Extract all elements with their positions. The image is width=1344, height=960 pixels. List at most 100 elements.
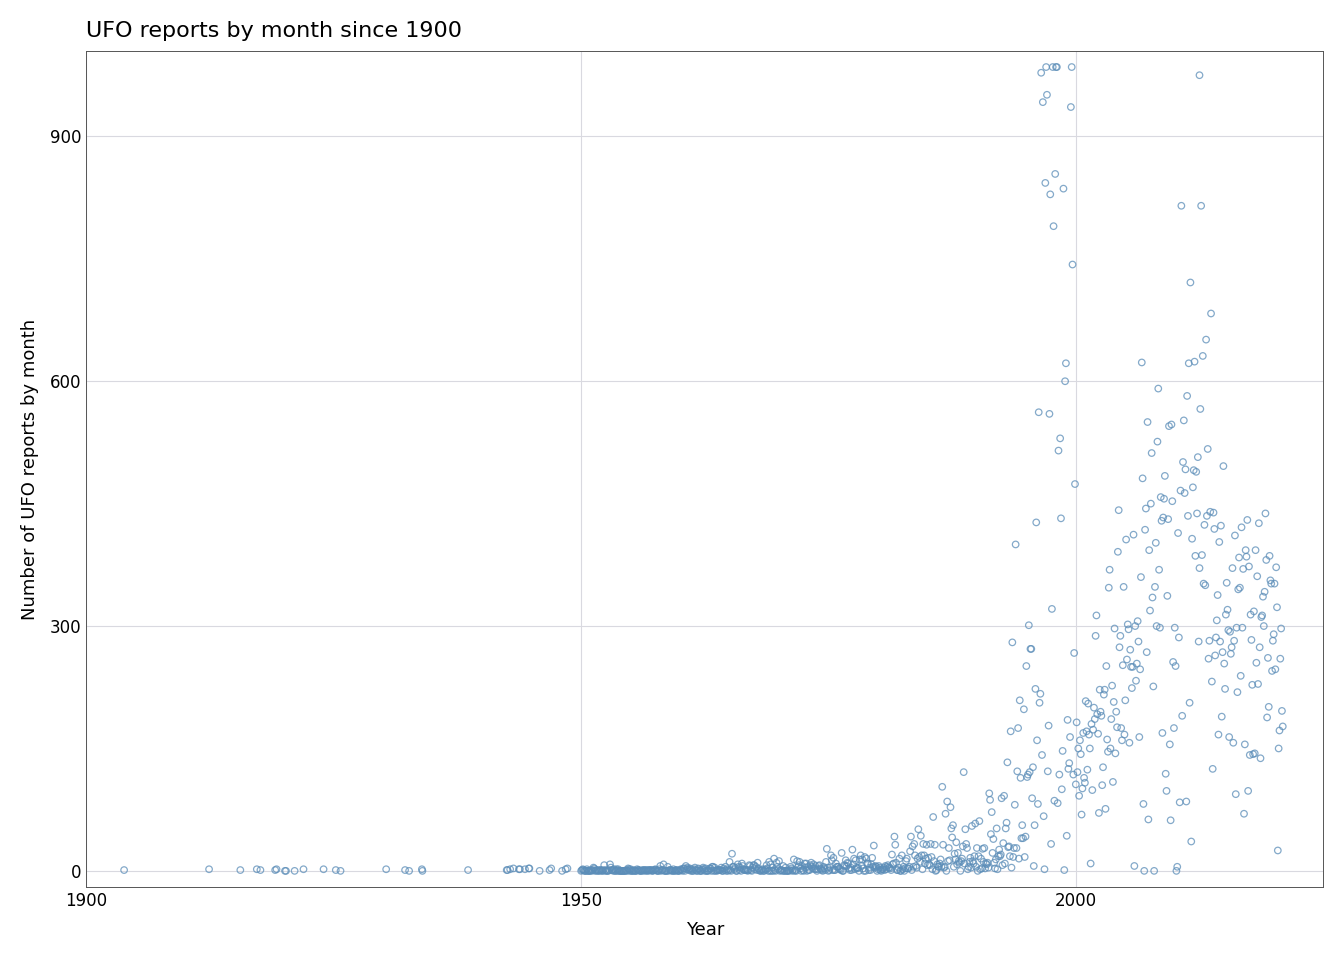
Point	[610, 863, 632, 878]
Point	[925, 837, 946, 852]
Point	[634, 863, 656, 878]
Point	[617, 861, 638, 876]
Point	[880, 862, 902, 877]
Point	[934, 859, 956, 875]
Point	[595, 862, 617, 877]
Point	[952, 851, 973, 866]
Point	[778, 863, 800, 878]
Point	[969, 813, 991, 828]
Point	[976, 856, 997, 872]
Point	[1235, 542, 1257, 558]
Point	[1110, 628, 1132, 643]
Point	[1078, 696, 1099, 711]
Point	[1101, 678, 1122, 693]
Point	[325, 862, 347, 877]
Point	[578, 863, 599, 878]
Point	[1204, 648, 1226, 663]
Point	[1188, 67, 1210, 83]
Point	[864, 860, 886, 876]
Point	[882, 856, 903, 872]
Point	[1168, 525, 1189, 540]
Point	[992, 857, 1013, 873]
Point	[1246, 568, 1267, 584]
Point	[942, 818, 964, 833]
Point	[902, 839, 923, 854]
Point	[734, 862, 755, 877]
Point	[1083, 700, 1105, 715]
Point	[750, 863, 771, 878]
Point	[961, 818, 982, 833]
Point	[926, 862, 948, 877]
Point	[577, 861, 598, 876]
Point	[1269, 723, 1290, 738]
Point	[1144, 579, 1165, 594]
Point	[1047, 796, 1068, 811]
Point	[927, 859, 949, 875]
Point	[755, 862, 777, 877]
Point	[1195, 578, 1216, 593]
Point	[796, 863, 817, 878]
Point	[1214, 656, 1235, 671]
Point	[968, 849, 989, 864]
Point	[814, 862, 836, 877]
Point	[1175, 462, 1196, 477]
Point	[1007, 763, 1028, 779]
Point	[1142, 679, 1164, 694]
Point	[958, 854, 980, 870]
Point	[1044, 166, 1066, 181]
Point	[1191, 198, 1212, 213]
Point	[1159, 736, 1180, 752]
Point	[585, 863, 606, 878]
Y-axis label: Number of UFO reports by month: Number of UFO reports by month	[22, 319, 39, 619]
Point	[773, 863, 794, 878]
Point	[1195, 332, 1216, 348]
Point	[919, 857, 941, 873]
Point	[706, 862, 727, 877]
Point	[1067, 741, 1089, 756]
Point	[1066, 714, 1087, 730]
Point	[660, 862, 681, 877]
Point	[765, 862, 786, 877]
Point	[1211, 708, 1232, 724]
Point	[1111, 732, 1133, 748]
Point	[1106, 704, 1128, 719]
Point	[1003, 850, 1024, 865]
Point	[888, 860, 910, 876]
Point	[1039, 406, 1060, 421]
Point	[797, 859, 818, 875]
Point	[759, 863, 781, 878]
Point	[672, 863, 694, 878]
Point	[960, 851, 981, 866]
Point	[1188, 561, 1210, 576]
Point	[718, 863, 739, 878]
Point	[910, 854, 931, 870]
Point	[1009, 692, 1031, 708]
Point	[712, 863, 734, 878]
Point	[750, 863, 771, 878]
Point	[1185, 464, 1207, 479]
Point	[1077, 762, 1098, 778]
Point	[1246, 655, 1267, 670]
Point	[630, 863, 652, 878]
Point	[617, 863, 638, 878]
Point	[941, 821, 962, 836]
Point	[892, 861, 914, 876]
Point	[1017, 767, 1039, 782]
Point	[656, 863, 677, 878]
Point	[692, 861, 714, 876]
Point	[1218, 622, 1239, 637]
Point	[625, 863, 646, 878]
Point	[657, 863, 679, 878]
Point	[794, 856, 816, 872]
Point	[1159, 419, 1180, 434]
Point	[599, 860, 621, 876]
Point	[1046, 60, 1067, 75]
Point	[677, 861, 699, 876]
Point	[1238, 559, 1259, 574]
Point	[754, 863, 775, 878]
Point	[616, 862, 637, 877]
Point	[583, 860, 605, 876]
Point	[922, 861, 943, 876]
Point	[605, 863, 626, 878]
Point	[673, 861, 695, 876]
